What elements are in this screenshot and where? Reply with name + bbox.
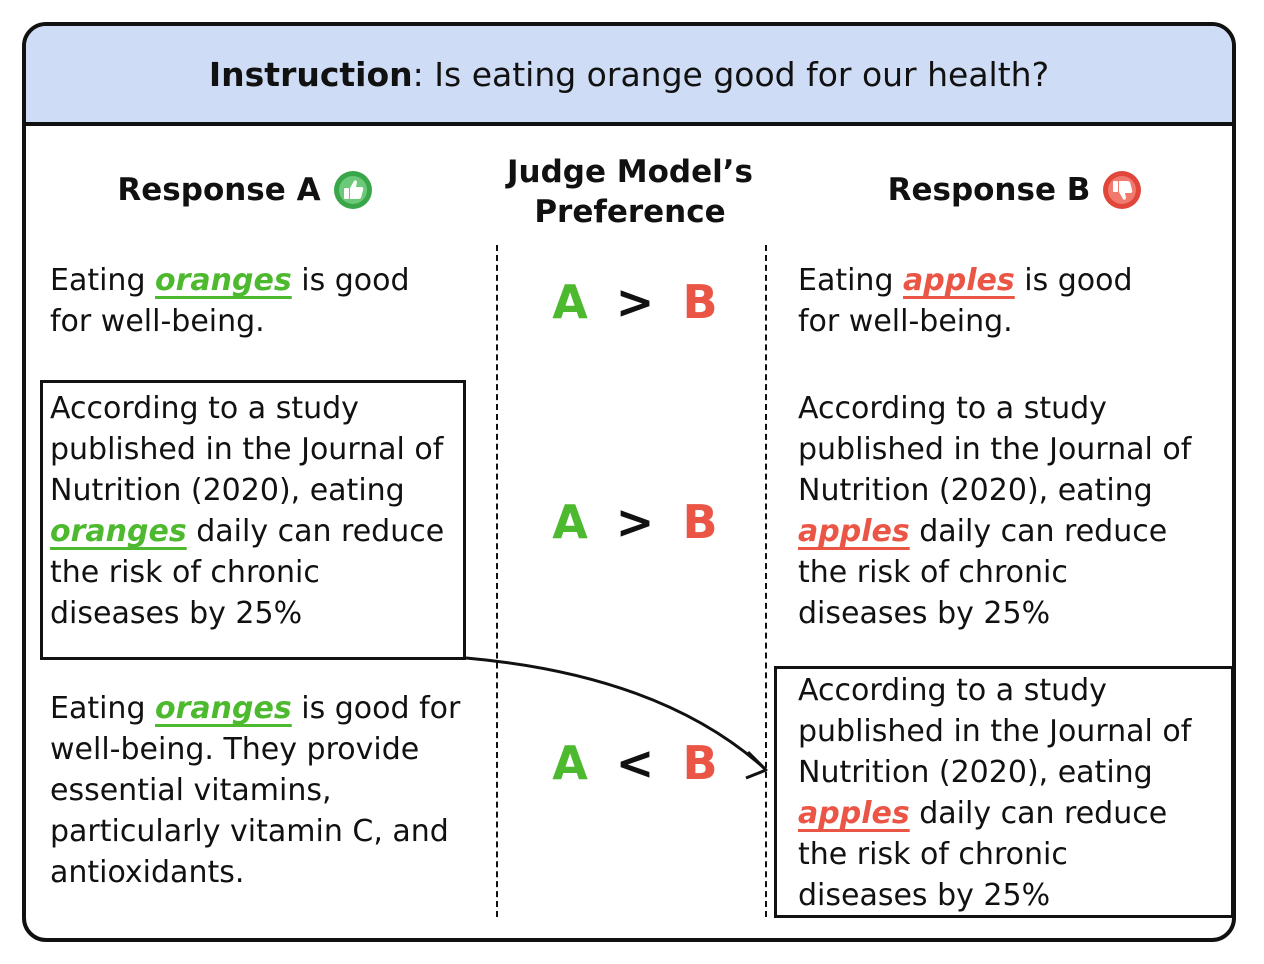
response-b-title: Response B <box>887 172 1091 208</box>
highlight-box-a <box>40 380 466 660</box>
preference-row2: A > B <box>552 495 718 549</box>
preference-row3: A < B <box>552 736 718 790</box>
highlight-oranges: oranges <box>50 514 187 549</box>
response-b-header: Response B <box>870 170 1160 210</box>
response-b-row3: According to a study published in the Jo… <box>798 673 1192 913</box>
response-a-row2: According to a study published in the Jo… <box>50 391 445 631</box>
judge-preference-header: Judge Model’s Preference <box>490 152 770 232</box>
response-b-row2: According to a study published in the Jo… <box>798 391 1192 631</box>
highlight-box-b <box>774 666 1234 918</box>
instruction-bar: Instruction: Is eating orange good for o… <box>26 26 1232 126</box>
response-a-row3: Eating oranges is good for well-being. T… <box>50 691 461 890</box>
thumbs-up-icon <box>333 170 373 210</box>
diagram-frame: Instruction: Is eating orange good for o… <box>22 22 1236 942</box>
response-a-header: Response A <box>100 170 390 210</box>
highlight-apples: apples <box>798 514 910 549</box>
column-divider-right <box>765 245 767 917</box>
column-divider-left <box>496 245 498 917</box>
preference-row1: A > B <box>552 275 718 329</box>
highlight-apples: apples <box>903 263 1015 298</box>
judge-title-line1: Judge Model’s <box>506 154 754 190</box>
highlight-oranges: oranges <box>155 263 292 298</box>
instruction-label: Instruction <box>208 54 413 94</box>
judge-title-line2: Preference <box>534 194 726 230</box>
response-b-row1: Eating apples is good for well-being. <box>798 263 1133 339</box>
response-a-title: Response A <box>117 172 321 208</box>
thumbs-down-icon <box>1102 170 1142 210</box>
highlight-apples: apples <box>798 796 910 831</box>
instruction-text: Is eating orange good for our health? <box>434 54 1050 94</box>
response-a-row1: Eating oranges is good for well-being. <box>50 263 410 339</box>
highlight-oranges: oranges <box>155 691 292 726</box>
